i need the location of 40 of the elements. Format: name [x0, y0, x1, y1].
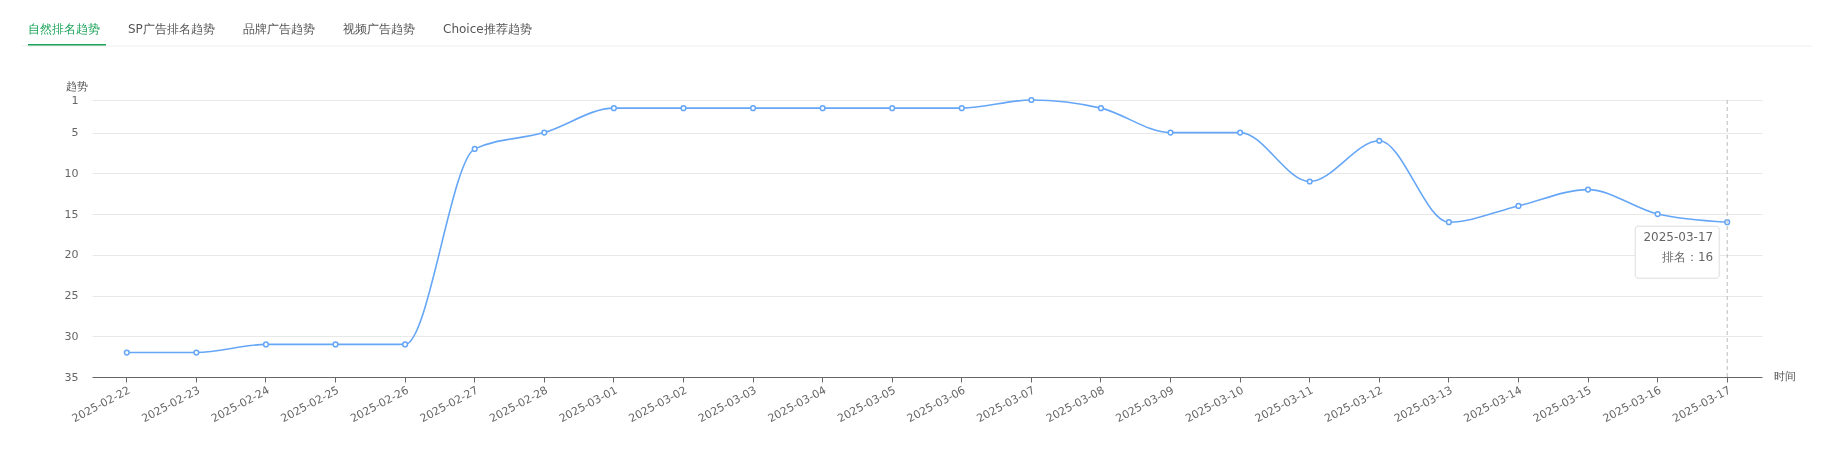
- point: [1376, 137, 1383, 144]
- text: Choice推荐趋势: [443, 22, 532, 36]
- y-tick-label: 35: [64, 370, 79, 384]
- annotation: 2025-03-17 排名：16: [1643, 230, 1714, 265]
- text: SP广告排名趋势: [128, 22, 215, 36]
- text: 自然排名趋势: [28, 22, 100, 36]
- y-tick-label: 15: [64, 207, 79, 221]
- point: [471, 145, 478, 152]
- point: [402, 341, 409, 348]
- point: [889, 105, 896, 112]
- point: [819, 105, 826, 112]
- point: [262, 341, 270, 348]
- y-tick-label: 1: [71, 93, 79, 107]
- point: [749, 105, 757, 112]
- point: [123, 349, 130, 356]
- point: [193, 349, 200, 356]
- point: [1237, 129, 1244, 136]
- y-tick-label: 10: [64, 166, 79, 180]
- point: [1724, 219, 1731, 226]
- point: [541, 129, 548, 136]
- point: [610, 105, 617, 112]
- point: [1515, 202, 1522, 209]
- text: 视频广告趋势: [343, 22, 415, 36]
- y-axis-title: 趋势: [66, 80, 88, 93]
- point: [1584, 186, 1592, 193]
- y-tick-label: 5: [71, 126, 79, 140]
- x-axis-title: 时间: [1774, 370, 1796, 383]
- point: [1654, 210, 1661, 218]
- point: [1028, 96, 1035, 104]
- point: [1445, 219, 1452, 226]
- point: [332, 341, 339, 348]
- y-tick-label: 25: [64, 289, 79, 303]
- text: 品牌广告趋势: [243, 22, 315, 36]
- point: [1097, 105, 1105, 112]
- point: [680, 105, 687, 112]
- y-tick-label: 30: [64, 329, 79, 343]
- point: [1306, 178, 1313, 185]
- y-tick-label: 20: [64, 248, 79, 262]
- point: [958, 105, 965, 112]
- point: [1167, 129, 1174, 136]
